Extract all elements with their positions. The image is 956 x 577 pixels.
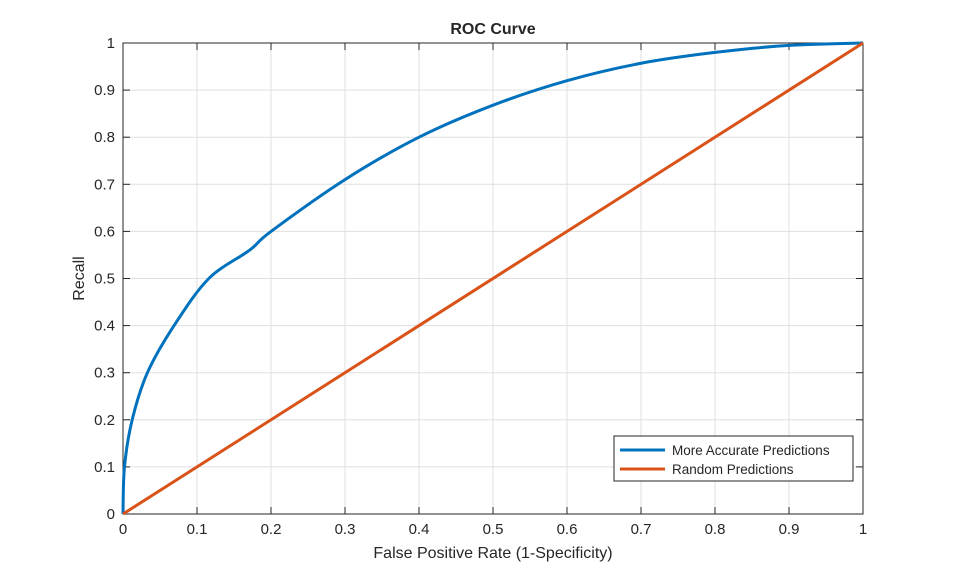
y-tick-label: 0.3 [94,365,115,382]
axes-box [122,42,864,515]
x-tick-label: 0.3 [335,521,356,538]
x-tick-label: 0.8 [705,521,726,538]
x-tick-label: 0.5 [483,521,504,538]
series-line-1 [122,41,864,516]
x-tick-label: 0.4 [409,521,430,538]
x-tick-label: 0 [119,521,127,538]
legend-entry-0: More Accurate Predictions [672,443,830,458]
legend-entry-1: Random Predictions [672,462,794,477]
x-tick-label: 0.6 [557,521,578,538]
y-tick-label: 0.4 [94,318,115,335]
x-tick-label: 0.2 [261,521,282,538]
x-tick-label: 1 [859,521,867,538]
y-tick-label: 0.8 [94,129,115,146]
y-tick-label: 0.7 [94,176,115,193]
x-tick-label: 0.7 [631,521,652,538]
x-tick-label: 0.1 [187,521,208,538]
legend-box [613,435,854,482]
y-tick-label: 0.5 [94,271,115,288]
y-tick-label: 0.2 [94,412,115,429]
y-tick-label: 0.9 [94,82,115,99]
x-tick-label: 0.9 [779,521,800,538]
y-tick-label: 0.1 [94,459,115,476]
y-tick-label: 1 [107,35,115,52]
x-axis-label: False Positive Rate (1-Specificity) [373,545,612,562]
chart-title: ROC Curve [450,21,535,38]
y-tick-label: 0 [107,506,115,523]
series-line-0 [121,41,864,515]
y-tick-label: 0.6 [94,223,115,240]
y-axis-label: Recall [71,256,88,300]
